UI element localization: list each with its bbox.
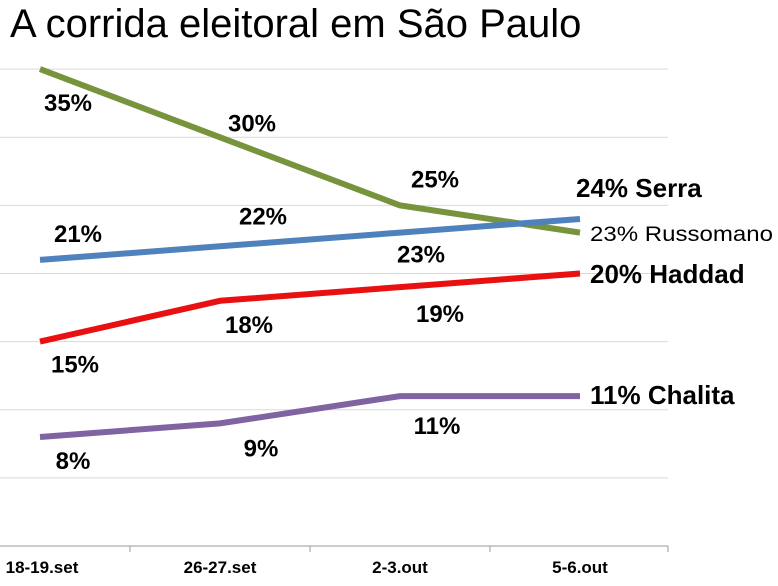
x-tick-label: 5-6.out	[552, 558, 608, 577]
data-label: 35%	[44, 90, 92, 117]
data-label: 30%	[228, 110, 276, 137]
data-label: 19%	[416, 301, 464, 328]
series-line-haddad	[39, 270, 581, 345]
data-label: 23%	[397, 242, 445, 269]
data-label: 25%	[411, 166, 459, 193]
data-label: 15%	[51, 352, 99, 379]
x-tick-label: 18-19.set	[6, 558, 79, 577]
data-label: 22%	[239, 203, 287, 230]
x-tick-label: 2-3.out	[372, 558, 428, 577]
x-tick-label: 26-27.set	[184, 558, 257, 577]
data-label: 11%	[414, 413, 461, 440]
end-label-chalita: 11% Chalita	[590, 380, 735, 410]
end-label-haddad: 20% Haddad	[590, 259, 745, 289]
end-label-serra: 23% Russomano	[590, 223, 773, 246]
series-line-chalita	[39, 393, 580, 440]
data-label: 21%	[54, 221, 102, 248]
end-label-russomano: 24% Serra	[576, 173, 702, 203]
data-label: 9%	[244, 435, 279, 462]
chart-title: A corrida eleitoral em São Paulo	[10, 2, 582, 46]
data-label: 18%	[225, 312, 273, 339]
series-line-russomano	[39, 216, 581, 263]
data-label: 8%	[56, 448, 91, 475]
series-line-serra	[38, 66, 581, 236]
